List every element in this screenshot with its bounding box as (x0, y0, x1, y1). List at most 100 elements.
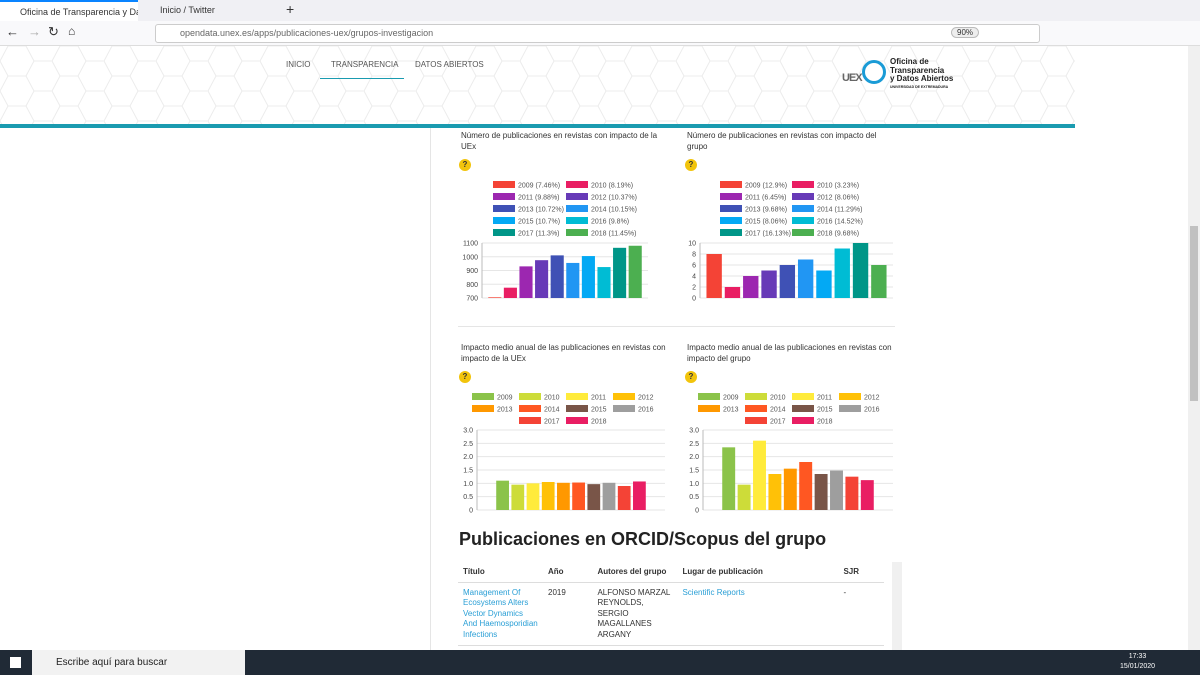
column-header[interactable]: Lugar de publicación (677, 562, 839, 583)
y-tick-label: 700 (466, 296, 478, 303)
nav-link[interactable]: TRANSPARENCIA (331, 60, 399, 69)
legend-swatch (566, 405, 588, 412)
home-button[interactable]: ⌂ (68, 24, 76, 38)
bar (871, 265, 887, 298)
bar (768, 474, 782, 510)
help-icon[interactable]: ? (459, 371, 471, 383)
back-button[interactable]: ← (6, 24, 19, 39)
url-field[interactable]: opendata.unex.es/apps/publicaciones-uex/… (155, 24, 1040, 43)
legend-label: 2017 (11.3%) (518, 231, 560, 238)
y-tick-label: 1.0 (689, 481, 699, 488)
bar (628, 245, 642, 298)
legend-label: 2011 (817, 395, 832, 402)
legend-swatch (613, 393, 635, 400)
y-tick-label: 0.5 (689, 494, 699, 501)
nav-link[interactable]: DATOS ABIERTOS (415, 60, 484, 69)
legend-swatch (792, 405, 814, 412)
logo-icon (862, 60, 886, 84)
start-button[interactable] (10, 657, 21, 668)
page-scrollbar[interactable] (1188, 46, 1200, 650)
chart-title: Impacto medio anual de las publicaciones… (461, 343, 666, 363)
header-line (0, 124, 1075, 128)
legend-swatch (566, 217, 588, 224)
legend-swatch (566, 193, 588, 200)
logo-mark: UEX (842, 72, 863, 84)
venue-link[interactable]: Scientific Reports (677, 582, 839, 646)
legend-swatch (720, 205, 742, 212)
legend-label: 2010 (8.19%) (591, 183, 633, 190)
forward-button[interactable]: → (28, 24, 41, 39)
clock-date: 15/01/2020 (1120, 663, 1156, 670)
bar (597, 267, 611, 298)
y-tick-label: 900 (466, 268, 478, 275)
legend-label: 2015 (10.7%) (518, 219, 560, 226)
bar (602, 482, 616, 510)
bar (572, 482, 585, 510)
bar (753, 440, 766, 510)
legend-label: 2014 (544, 407, 560, 414)
help-icon[interactable]: ? (685, 159, 697, 171)
y-tick-label: 2.0 (463, 454, 473, 461)
bar (743, 276, 759, 298)
legend-swatch (792, 181, 814, 188)
legend-label: 2011 (9.88%) (518, 195, 560, 202)
legend-label: 2018 (11.45%) (591, 231, 636, 238)
y-tick-label: 1000 (462, 254, 478, 261)
tab[interactable]: Inicio / Twitter (160, 5, 215, 15)
cell: ALFONSO MARZAL REYNOLDS, SERGIO MAGALLAN… (592, 582, 678, 646)
column-header[interactable]: Autores del grupo (592, 562, 678, 583)
legend-swatch (472, 393, 494, 400)
y-tick-label: 0.5 (463, 494, 473, 501)
legend-swatch (792, 205, 814, 212)
legend-label: 2015 (817, 407, 833, 414)
legend-swatch (720, 193, 742, 200)
legend-label: 2018 (817, 419, 833, 426)
bar (706, 254, 722, 298)
bar (724, 287, 741, 298)
legend-swatch (720, 229, 742, 236)
column-header[interactable]: SJR (838, 562, 884, 583)
legend-label: 2017 (544, 419, 560, 426)
bar (761, 270, 777, 298)
legend-swatch (745, 417, 767, 424)
legend-label: 2011 (591, 395, 606, 402)
legend-swatch (720, 217, 742, 224)
tab[interactable]: Oficina de Transparencia y Dato (0, 0, 138, 21)
bar (799, 462, 813, 510)
taskbar-search[interactable]: Escribe aquí para buscar (32, 650, 245, 675)
legend-label: 2016 (638, 407, 654, 414)
reload-button[interactable]: ↻ (48, 24, 59, 39)
legend-label: 2014 (10.15%) (591, 207, 637, 214)
legend-label: 2009 (723, 395, 739, 402)
title-link[interactable]: Management Of Ecosystems Alters Vector D… (458, 582, 543, 646)
legend-swatch (720, 181, 742, 188)
legend-label: 2012 (638, 395, 654, 402)
table-row: Management Of Ecosystems Alters Vector D… (458, 582, 884, 646)
nav-link[interactable]: INICIO (286, 60, 311, 69)
hex-pattern (0, 46, 1075, 126)
legend-label: 2010 (3.23%) (817, 183, 859, 190)
clock[interactable]: 17:33 15/01/2020 (1120, 652, 1155, 672)
logo-line: y Datos Abiertos (890, 74, 954, 83)
legend-label: 2018 (591, 419, 607, 426)
new-tab-icon[interactable]: + (286, 1, 295, 17)
column-header[interactable]: Título (458, 562, 543, 583)
y-tick-label: 2.5 (689, 441, 699, 448)
legend-swatch (792, 193, 814, 200)
legend-label: 2013 (723, 407, 739, 414)
y-tick-label: 2.5 (463, 441, 473, 448)
bar (860, 480, 874, 510)
help-icon[interactable]: ? (459, 159, 471, 171)
cell: 2019 (543, 582, 593, 646)
legend-swatch (792, 393, 814, 400)
legend-swatch (519, 393, 541, 400)
legend-swatch (493, 193, 515, 200)
legend-swatch (566, 393, 588, 400)
bar (845, 476, 859, 510)
column-header[interactable]: Año (543, 562, 593, 583)
table-scrollbar[interactable] (892, 562, 902, 650)
y-tick-label: 0 (695, 508, 699, 515)
help-icon[interactable]: ? (685, 371, 697, 383)
zoom-indicator[interactable]: 90% (951, 27, 980, 38)
